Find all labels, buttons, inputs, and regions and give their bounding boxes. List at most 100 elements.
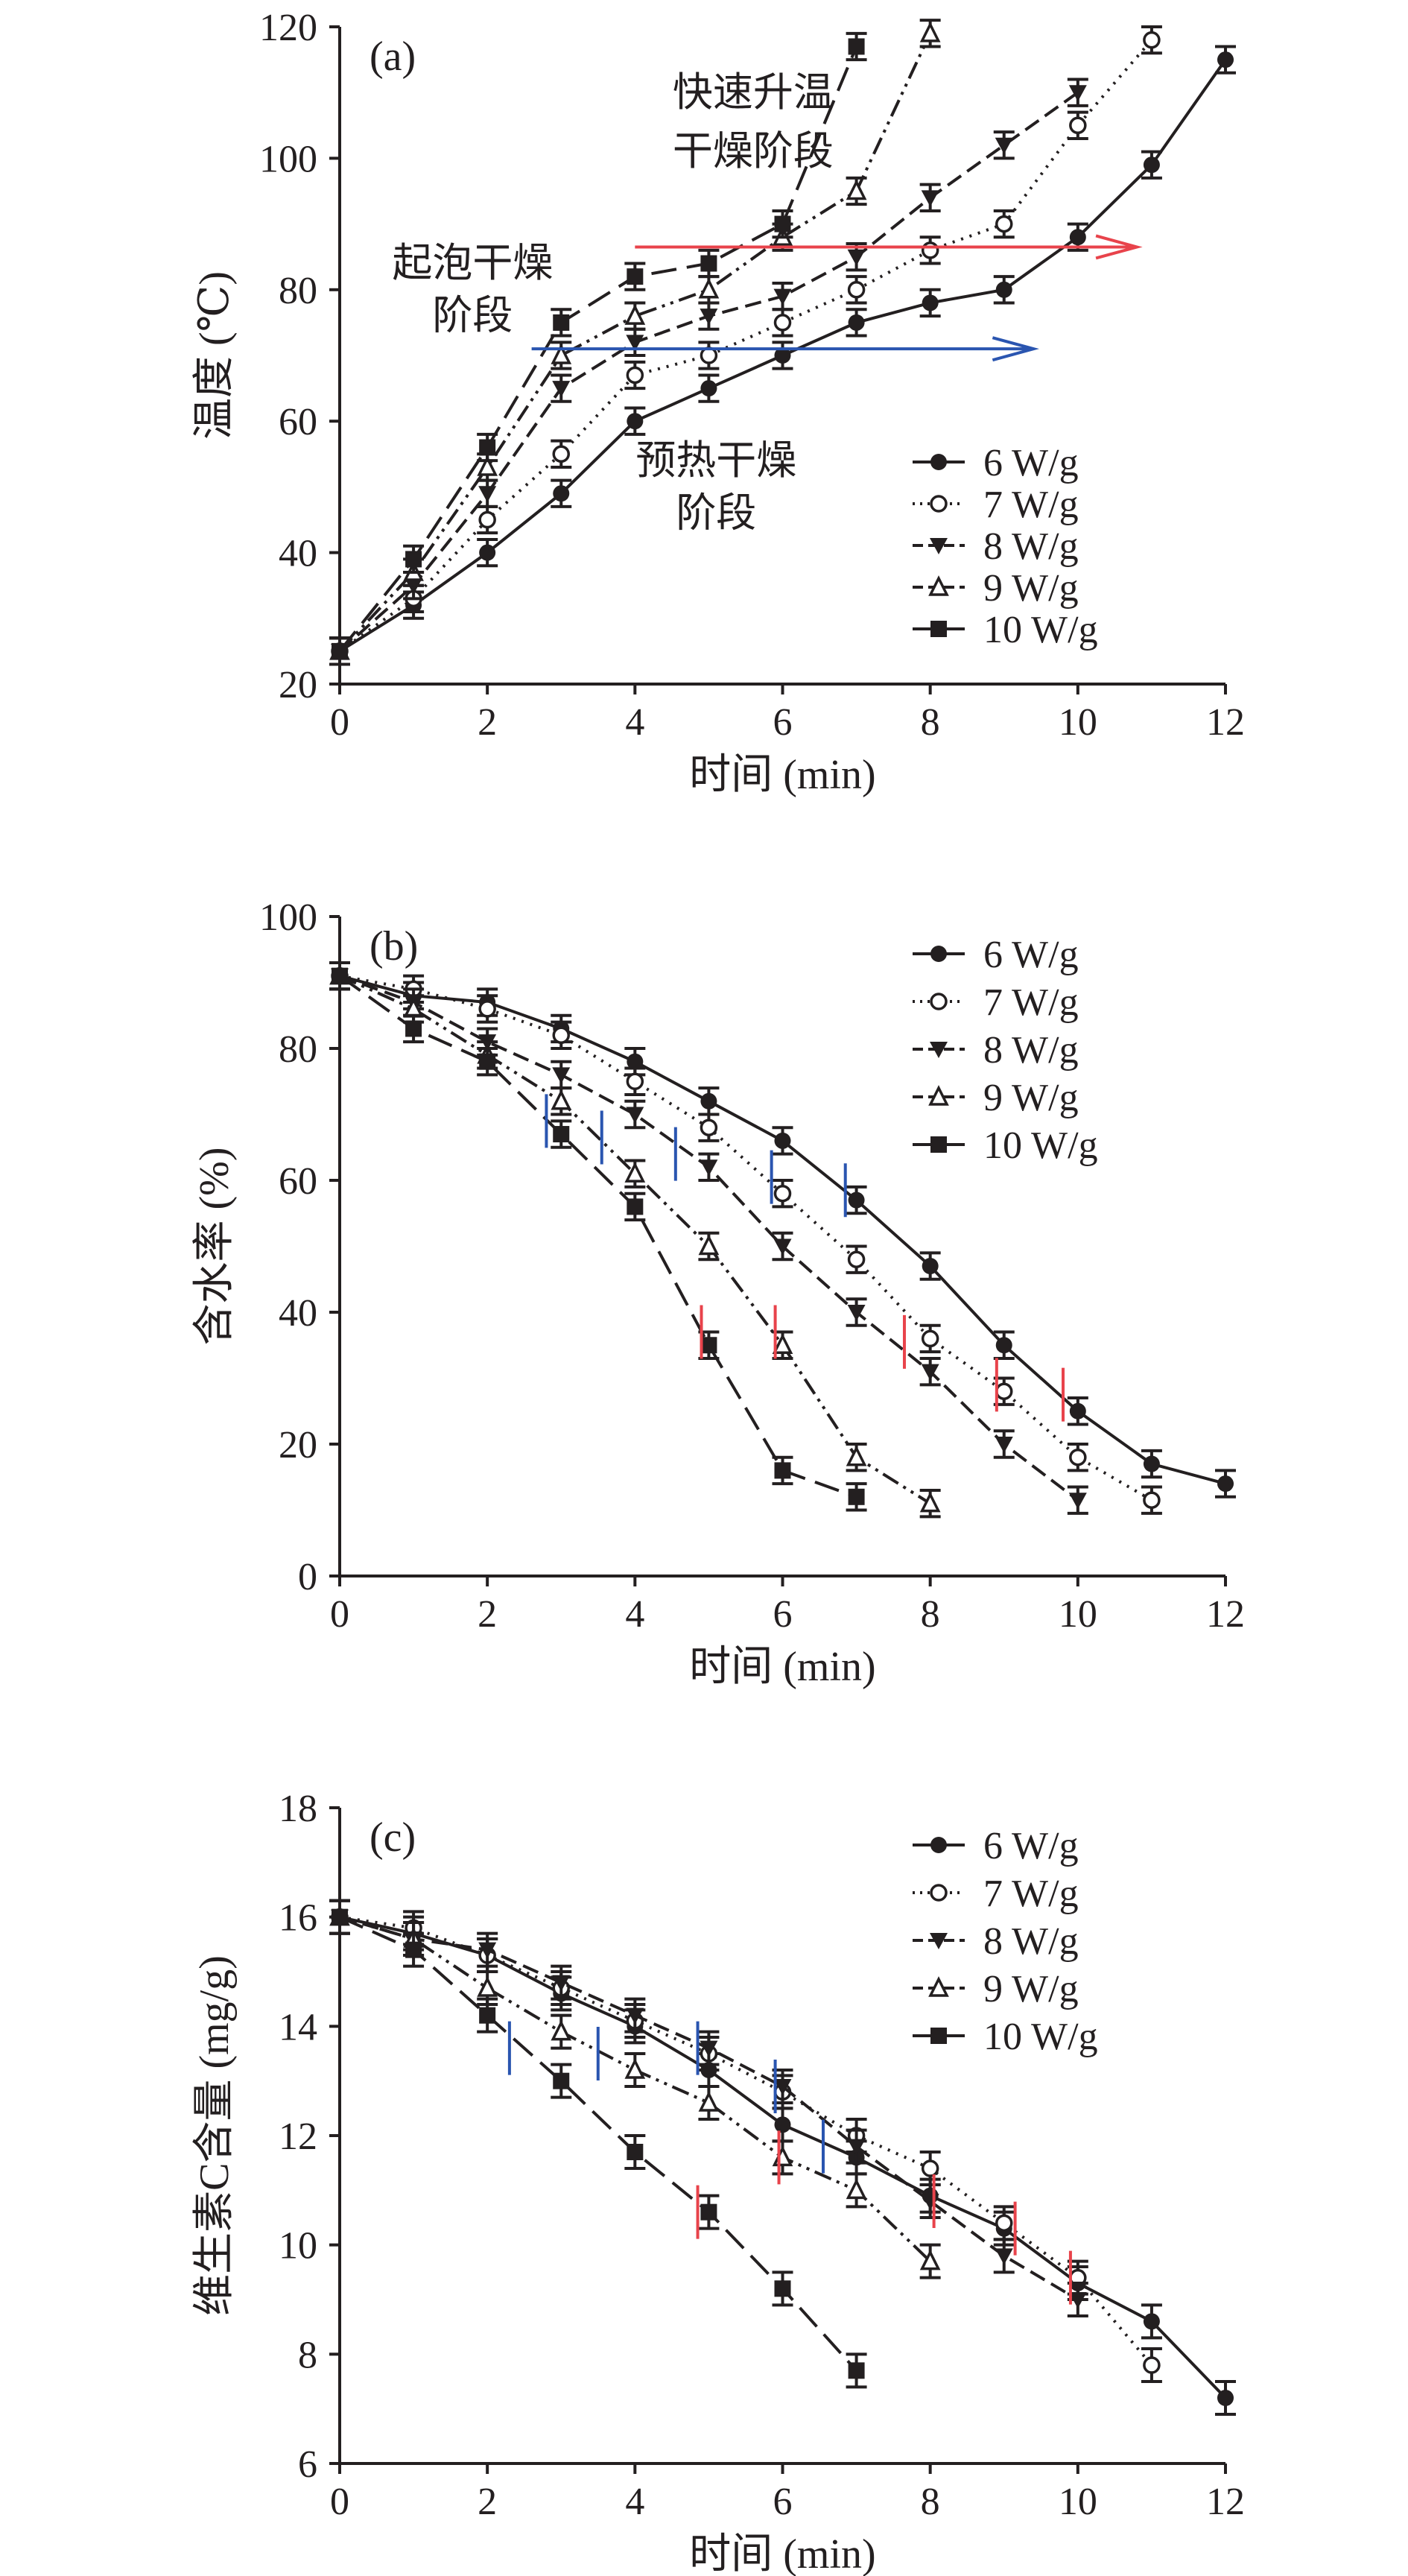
- filled-square-marker: [627, 1198, 644, 1215]
- y-tick-label: 12: [279, 2115, 317, 2158]
- filled-circle-marker: [1217, 2390, 1234, 2406]
- x-axis-label: 时间 (min): [689, 2531, 875, 2576]
- y-tick-label: 20: [279, 1424, 317, 1466]
- y-tick-label: 0: [298, 1556, 317, 1598]
- open-circle-marker: [700, 1118, 718, 1136]
- filled-square-marker: [479, 439, 496, 456]
- open-up-triangle-marker: [846, 2178, 867, 2200]
- filled-circle-marker: [627, 1053, 644, 1070]
- filled-down-triangle-marker: [1068, 2292, 1087, 2308]
- x-tick-label: 10: [1059, 2481, 1097, 2523]
- x-tick-label: 4: [625, 1593, 644, 1636]
- x-tick-label: 2: [478, 1593, 497, 1636]
- filled-circle-marker: [922, 1258, 939, 1275]
- legend-entry: 9 W/g: [913, 1077, 1079, 1119]
- panel-label: (c): [370, 1814, 416, 1861]
- filled-circle-marker: [848, 314, 865, 331]
- filled-square-marker: [405, 1941, 422, 1958]
- filled-down-triangle-marker: [930, 1933, 948, 1949]
- filled-square-marker: [405, 551, 422, 568]
- open-up-triangle-marker: [928, 1085, 949, 1106]
- legend-entry: 9 W/g: [913, 567, 1079, 610]
- filled-down-triangle-marker: [995, 137, 1013, 154]
- filled-square-marker: [553, 1126, 570, 1143]
- open-up-triangle-marker: [928, 575, 949, 596]
- filled-circle-marker: [848, 1192, 865, 1209]
- x-tick-label: 6: [773, 701, 793, 744]
- y-tick-label: 40: [279, 1292, 317, 1335]
- filled-circle-marker: [1143, 156, 1160, 174]
- filled-square-marker: [848, 38, 865, 55]
- legend-entry: 10 W/g: [913, 1124, 1098, 1167]
- open-up-triangle-marker: [846, 1445, 867, 1466]
- y-tick-label: 120: [259, 7, 317, 49]
- y-tick-label: 60: [279, 1160, 317, 1203]
- legend-entry: 7 W/g: [913, 484, 1079, 526]
- legend-entry: 10 W/g: [913, 609, 1098, 651]
- filled-square-marker: [553, 2072, 570, 2089]
- y-tick-label: 100: [259, 896, 317, 939]
- series-10-W-g: [329, 31, 867, 666]
- open-up-triangle-marker: [698, 277, 720, 299]
- open-up-triangle-marker: [846, 179, 867, 200]
- series-line: [338, 45, 858, 653]
- open-circle-marker: [478, 1000, 496, 1018]
- series-9-W-g: [329, 961, 941, 1519]
- filled-down-triangle-marker: [1068, 1493, 1087, 1510]
- stage-annotation: 阶段: [432, 294, 513, 338]
- legend-entry: 10 W/g: [913, 2016, 1098, 2058]
- open-circle-marker: [626, 1072, 644, 1090]
- filled-circle-marker: [1217, 51, 1234, 69]
- filled-circle-marker: [627, 413, 644, 430]
- x-tick-label: 0: [330, 2481, 349, 2523]
- stage-annotation: 起泡干燥: [392, 241, 553, 285]
- open-circle-marker: [847, 281, 866, 299]
- legend-entry: 6 W/g: [913, 1825, 1079, 1867]
- series-10-W-g: [329, 1899, 867, 2389]
- x-tick-label: 0: [330, 1593, 349, 1636]
- filled-down-triangle-marker: [921, 190, 939, 207]
- filled-circle-marker: [995, 1337, 1012, 1354]
- stage-arrow: [531, 336, 1039, 362]
- open-up-triangle-marker: [551, 344, 572, 364]
- filled-circle-marker: [1143, 2313, 1160, 2330]
- legend-label: 10 W/g: [983, 609, 1098, 651]
- filled-circle-marker: [930, 454, 947, 470]
- open-up-triangle-marker: [624, 1162, 646, 1183]
- open-circle-marker: [930, 993, 948, 1010]
- filled-down-triangle-marker: [552, 1975, 571, 1992]
- filled-circle-marker: [1069, 1402, 1086, 1420]
- open-circle-marker: [995, 2214, 1013, 2232]
- open-circle-marker: [995, 1382, 1013, 1400]
- filled-down-triangle-marker: [626, 1107, 644, 1124]
- filled-circle-marker: [553, 485, 570, 502]
- x-tick-label: 2: [478, 2481, 497, 2523]
- filled-square-marker: [774, 1462, 791, 1479]
- open-up-triangle-marker: [698, 2091, 720, 2112]
- chart-panel-c: 0 2 4 6 8 10 12 6 8 10 12 14 16 18 时间 (min) 维生素C含量 (mg/…: [191, 1788, 1245, 2576]
- legend-label: 9 W/g: [983, 567, 1079, 610]
- x-tick-label: 8: [921, 2481, 940, 2523]
- open-circle-marker: [773, 1184, 792, 1203]
- filled-circle-marker: [774, 1132, 791, 1149]
- stage-arrow: [635, 234, 1143, 260]
- open-circle-marker: [552, 445, 570, 463]
- open-up-triangle-marker: [919, 2249, 941, 2270]
- legend-label: 10 W/g: [983, 1124, 1098, 1167]
- y-axis-label: 含水率 (%): [191, 1148, 238, 1346]
- legend-entry: 8 W/g: [913, 1029, 1079, 1072]
- x-tick-label: 12: [1206, 2481, 1245, 2523]
- filled-square-marker: [700, 255, 717, 272]
- filled-down-triangle-marker: [700, 308, 718, 326]
- x-tick-label: 8: [921, 1593, 940, 1636]
- filled-square-marker: [774, 2280, 791, 2297]
- legend-label: 8 W/g: [983, 1029, 1079, 1072]
- legend-entry: 8 W/g: [913, 525, 1079, 568]
- filled-down-triangle-marker: [626, 335, 644, 352]
- filled-circle-marker: [700, 1092, 717, 1110]
- filled-square-marker: [930, 621, 947, 637]
- filled-down-triangle-marker: [773, 2079, 792, 2095]
- series-line: [339, 1915, 858, 2372]
- open-circle-marker: [847, 1250, 866, 1268]
